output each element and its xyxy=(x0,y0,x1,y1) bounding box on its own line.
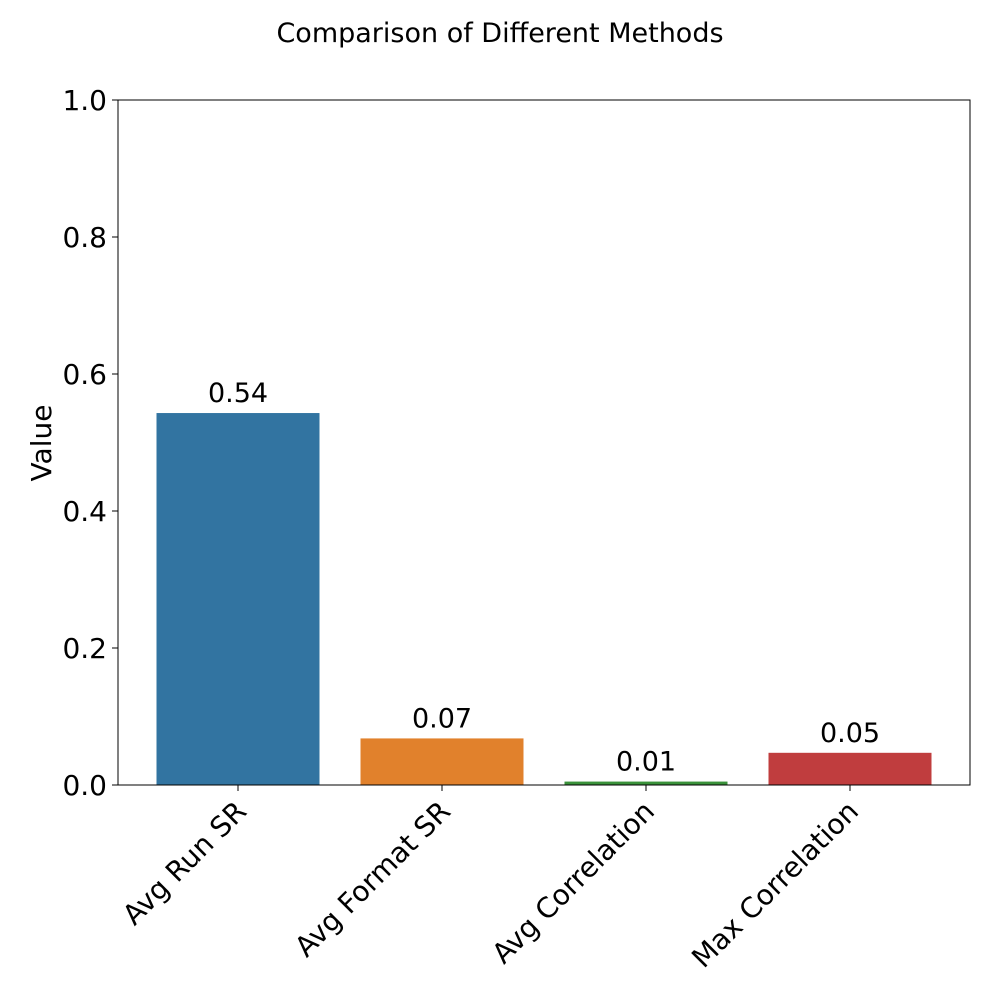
y-axis: 0.0 0.2 0.4 0.6 0.8 1.0 xyxy=(62,84,118,802)
x-axis: Avg Run SR Avg Format SR Avg Correlation Ma… xyxy=(116,785,865,974)
x-tick-label: Avg Run SR xyxy=(116,795,253,932)
x-tick-label: Max Correlation xyxy=(685,795,865,975)
y-tick-label: 0.8 xyxy=(62,221,107,254)
data-label: 0.54 xyxy=(208,378,268,409)
chart-title: Comparison of Different Methods xyxy=(276,18,723,49)
y-axis-label: Value xyxy=(25,405,58,482)
data-label: 0.01 xyxy=(616,747,676,778)
y-tick-label: 0.6 xyxy=(62,358,107,391)
y-tick-label: 0.4 xyxy=(62,495,107,528)
y-tick-label: 0.2 xyxy=(62,632,107,665)
bar-avg-format-sr xyxy=(360,738,524,785)
bars-group xyxy=(156,413,932,785)
bar-max-correlation xyxy=(768,752,932,785)
x-tick-label: Avg Format SR xyxy=(288,795,457,964)
data-label: 0.05 xyxy=(820,718,880,749)
plot-frame xyxy=(117,99,971,786)
y-tick-label: 1.0 xyxy=(62,84,107,117)
x-tick-label: Avg Correlation xyxy=(485,795,660,970)
data-label: 0.07 xyxy=(412,703,472,734)
y-tick-label: 0.0 xyxy=(62,769,107,802)
data-labels-group: 0.54 0.07 0.01 0.05 xyxy=(208,378,880,778)
bar-avg-correlation xyxy=(564,781,728,785)
bar-avg-run-sr xyxy=(156,413,320,785)
